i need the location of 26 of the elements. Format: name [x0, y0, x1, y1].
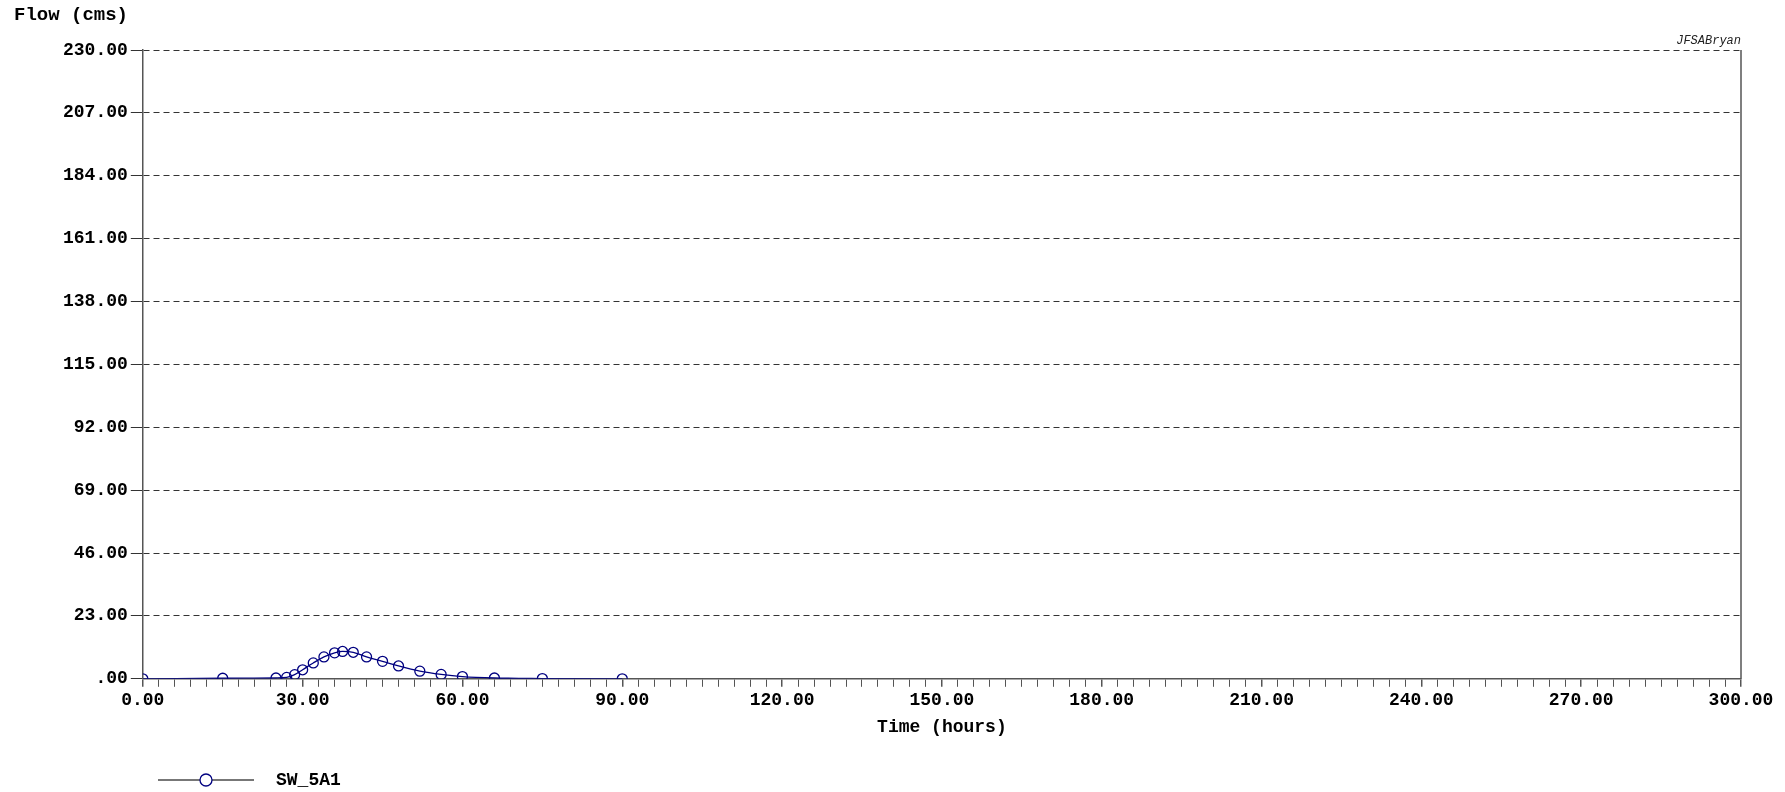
- y-tick-label: .00: [95, 668, 128, 689]
- y-tick-label: 184.00: [63, 165, 128, 186]
- y-tick-label: 92.00: [73, 416, 128, 437]
- y-tick-label: 207.00: [63, 102, 128, 123]
- x-tick-label: 270.00: [1548, 690, 1614, 711]
- text: JFSABryan: [1676, 34, 1741, 48]
- x-tick-label: 210.00: [1229, 690, 1294, 711]
- x-tick-label: 240.00: [1388, 690, 1454, 711]
- x-tick-label: 0.00: [121, 690, 165, 711]
- x-tick-label: 150.00: [909, 690, 975, 711]
- x-tick-label: 90.00: [595, 690, 650, 711]
- text: SW_5A1: [276, 770, 341, 790]
- x-tick-label: 300.00: [1708, 690, 1774, 711]
- y-tick-label: 46.00: [73, 542, 128, 563]
- x-tick-label: 120.00: [749, 690, 815, 711]
- x-tick-label: 180.00: [1069, 690, 1135, 711]
- y-tick-label: 69.00: [73, 479, 128, 500]
- y-tick-label: 161.00: [63, 228, 128, 249]
- y-tick-label: 230.00: [63, 39, 128, 60]
- x-axis-title: Time (hours): [877, 716, 1007, 737]
- y-axis-title: Flow (cms): [14, 4, 129, 26]
- y-tick-label: 115.00: [63, 353, 128, 374]
- x-tick-label: 60.00: [435, 690, 490, 711]
- y-tick-label: 138.00: [63, 291, 128, 312]
- y-tick-label: 23.00: [73, 605, 128, 626]
- x-tick-label: 30.00: [275, 690, 330, 711]
